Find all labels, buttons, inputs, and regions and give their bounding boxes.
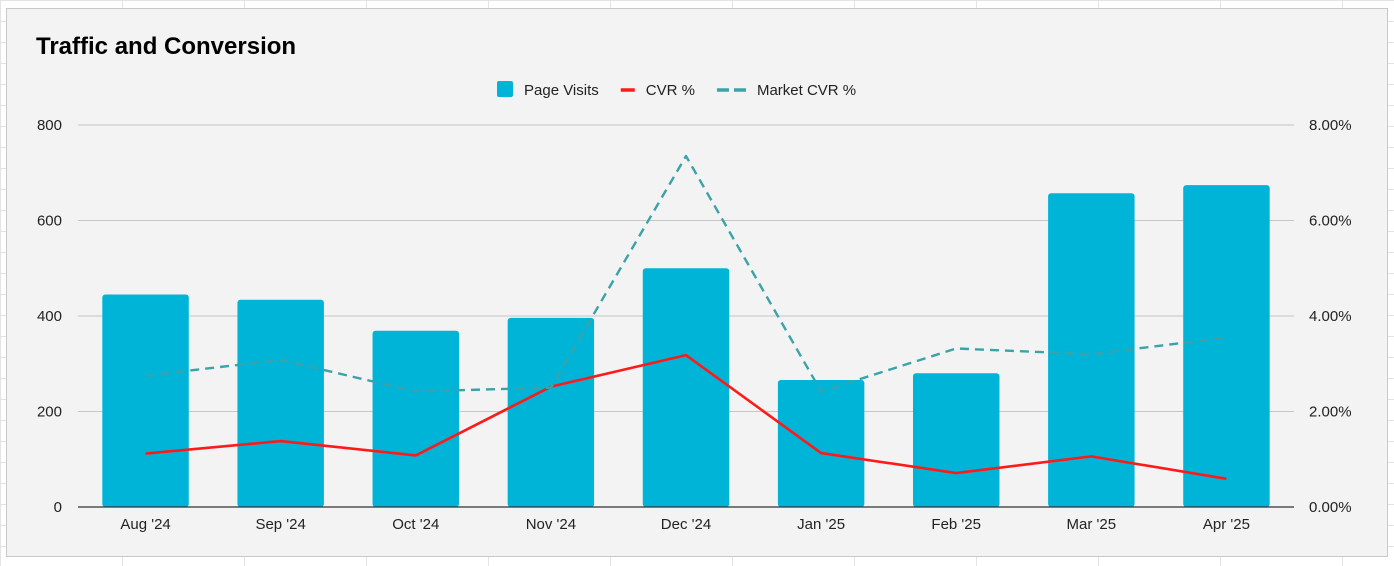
legend-label: CVR % xyxy=(646,82,695,99)
bar xyxy=(372,330,460,507)
y-tick-label: 800 xyxy=(37,117,62,134)
bar xyxy=(1048,193,1135,507)
y-axis-right: 0.00% 2.00% 4.00% 6.00% 8.00% xyxy=(1309,117,1352,516)
bar xyxy=(642,268,730,507)
bar xyxy=(1183,185,1270,508)
y2-tick-label: 8.00% xyxy=(1309,117,1352,134)
y2-tick-label: 2.00% xyxy=(1309,404,1352,421)
chart-title: Traffic and Conversion xyxy=(36,33,297,60)
bar xyxy=(507,317,595,507)
bar xyxy=(102,294,189,507)
legend: Page Visits CVR % Market CVR % xyxy=(497,81,856,99)
x-tick-label: Jan '25 xyxy=(797,516,845,533)
x-tick-label: Feb '25 xyxy=(931,516,981,533)
y-axis-left: 0 200 400 600 800 xyxy=(37,117,62,516)
y-tick-label: 0 xyxy=(54,499,62,516)
x-tick-label: Sep '24 xyxy=(255,516,305,533)
y-tick-label: 600 xyxy=(37,213,62,230)
y2-tick-label: 4.00% xyxy=(1309,308,1352,325)
x-axis: Aug '24 Sep '24 Oct '24 Nov '24 Dec '24 Jan '… xyxy=(78,506,1294,533)
y2-tick-label: 6.00% xyxy=(1309,213,1352,230)
legend-label: Market CVR % xyxy=(757,82,856,99)
x-tick-label: Oct '24 xyxy=(392,516,439,533)
x-tick-label: Mar '25 xyxy=(1067,516,1117,533)
y-tick-label: 400 xyxy=(37,308,62,325)
x-tick-label: Nov '24 xyxy=(526,516,576,533)
chart-card[interactable]: Traffic and Conversion 0 200 400 600 800 0.0… xyxy=(6,8,1388,557)
x-tick-label: Dec '24 xyxy=(661,516,711,533)
bar xyxy=(237,299,324,507)
x-tick-label: Aug '24 xyxy=(120,516,170,533)
bar xyxy=(912,373,1000,507)
bar xyxy=(777,379,865,507)
market-cvr-line xyxy=(145,154,1227,393)
y-tick-label: 200 xyxy=(37,404,62,421)
legend-swatch-bar xyxy=(497,81,513,97)
x-tick-label: Apr '25 xyxy=(1203,516,1250,533)
cvr-line xyxy=(145,353,1227,481)
line-series xyxy=(145,154,1227,481)
legend-label: Page Visits xyxy=(524,82,599,99)
bar-series xyxy=(102,185,1270,508)
y2-tick-label: 0.00% xyxy=(1309,499,1352,516)
